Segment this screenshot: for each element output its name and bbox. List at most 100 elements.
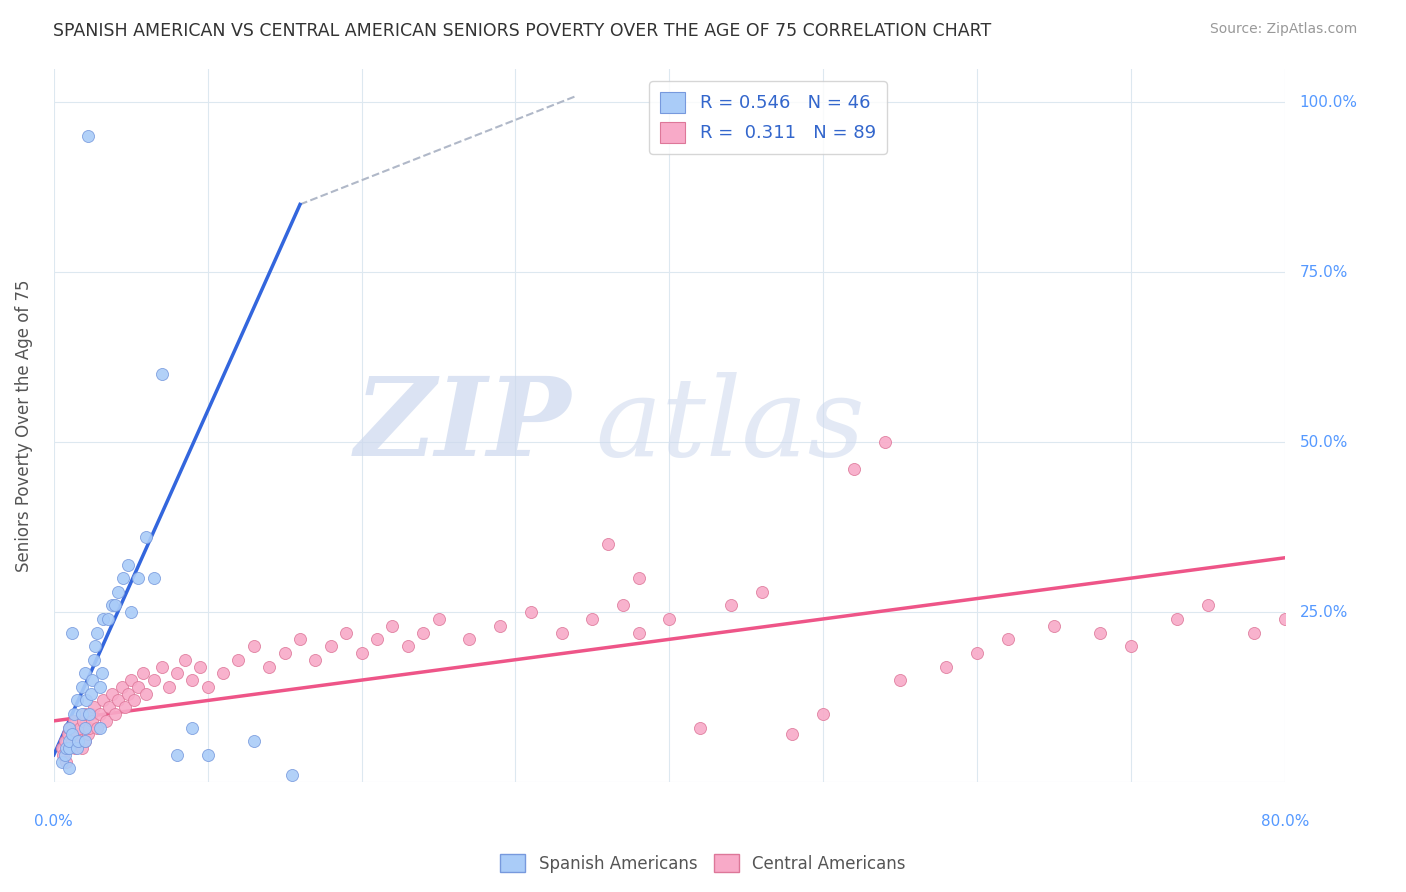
Point: [58, 761, 80, 775]
Point: [1243, 625, 1265, 640]
Point: [70, 707, 93, 722]
Point: [127, 680, 149, 694]
Point: [658, 612, 681, 626]
Point: [104, 599, 127, 613]
Point: [489, 619, 512, 633]
Point: [58, 734, 80, 748]
Point: [73, 707, 96, 722]
Point: [84, 639, 107, 653]
Text: ZIP: ZIP: [354, 372, 571, 479]
Point: [73, 721, 96, 735]
Point: [427, 612, 450, 626]
Legend: Spanish Americans, Central Americans: Spanish Americans, Central Americans: [494, 847, 912, 880]
Point: [60, 625, 83, 640]
Point: [56, 727, 79, 741]
Point: [110, 680, 132, 694]
Point: [51, 741, 73, 756]
Point: [66, 693, 89, 707]
Point: [135, 530, 157, 544]
Text: 25.0%: 25.0%: [1299, 605, 1348, 620]
Point: [63, 714, 86, 728]
Point: [53, 747, 76, 762]
Point: [98, 700, 121, 714]
Point: [396, 639, 419, 653]
Point: [58, 721, 80, 735]
Point: [66, 727, 89, 741]
Point: [1197, 599, 1219, 613]
Point: [350, 646, 373, 660]
Point: [142, 673, 165, 687]
Point: [83, 653, 105, 667]
Point: [243, 639, 266, 653]
Point: [76, 727, 98, 741]
Text: atlas: atlas: [596, 372, 865, 479]
Point: [627, 625, 650, 640]
Point: [596, 537, 619, 551]
Point: [117, 558, 139, 572]
Point: [120, 673, 142, 687]
Point: [63, 707, 86, 722]
Point: [101, 687, 124, 701]
Point: [72, 714, 94, 728]
Point: [91, 693, 114, 707]
Point: [1166, 612, 1188, 626]
Text: 100.0%: 100.0%: [1299, 95, 1358, 110]
Point: [58, 741, 80, 756]
Point: [58, 741, 80, 756]
Point: [228, 653, 250, 667]
Point: [67, 734, 90, 748]
Point: [76, 129, 98, 144]
Point: [720, 599, 742, 613]
Point: [1274, 612, 1296, 626]
Point: [65, 741, 87, 756]
Point: [412, 625, 434, 640]
Point: [101, 599, 124, 613]
Point: [91, 612, 114, 626]
Point: [811, 707, 834, 722]
Point: [1088, 625, 1111, 640]
Point: [319, 639, 342, 653]
Point: [73, 734, 96, 748]
Text: 80.0%: 80.0%: [1261, 814, 1309, 830]
Point: [627, 571, 650, 585]
Point: [257, 659, 280, 673]
Point: [132, 666, 155, 681]
Point: [73, 666, 96, 681]
Point: [104, 707, 127, 722]
Point: [89, 680, 111, 694]
Point: [77, 707, 100, 722]
Point: [94, 714, 117, 728]
Point: [1119, 639, 1142, 653]
Point: [55, 755, 77, 769]
Point: [114, 700, 136, 714]
Legend: R = 0.546   N = 46, R =  0.311   N = 89: R = 0.546 N = 46, R = 0.311 N = 89: [650, 81, 887, 153]
Point: [751, 584, 773, 599]
Point: [181, 721, 204, 735]
Point: [212, 666, 235, 681]
Point: [889, 673, 911, 687]
Point: [335, 625, 357, 640]
Point: [150, 659, 173, 673]
Point: [89, 721, 111, 735]
Point: [873, 435, 896, 450]
Point: [89, 707, 111, 722]
Point: [166, 747, 188, 762]
Point: [520, 605, 543, 619]
Point: [273, 646, 295, 660]
Point: [288, 632, 311, 647]
Point: [69, 721, 91, 735]
Point: [112, 571, 135, 585]
Point: [181, 673, 204, 687]
Point: [51, 755, 73, 769]
Point: [157, 680, 180, 694]
Point: [127, 571, 149, 585]
Point: [120, 605, 142, 619]
Point: [70, 741, 93, 756]
Point: [150, 368, 173, 382]
Point: [689, 721, 711, 735]
Point: [366, 632, 388, 647]
Point: [166, 666, 188, 681]
Point: [58, 721, 80, 735]
Point: [997, 632, 1019, 647]
Point: [86, 721, 108, 735]
